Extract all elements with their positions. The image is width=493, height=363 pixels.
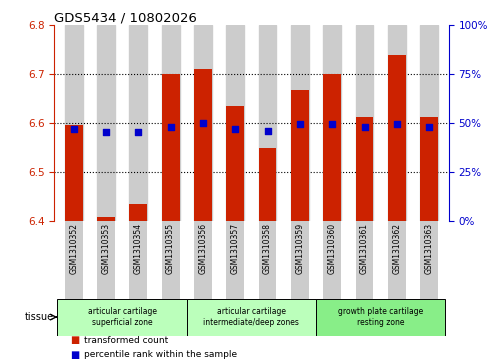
- Bar: [291, 90, 309, 221]
- Text: GSM1310360: GSM1310360: [328, 223, 337, 274]
- Text: ■: ■: [70, 350, 79, 360]
- Bar: [97, 221, 115, 299]
- Text: GSM1310356: GSM1310356: [199, 223, 208, 274]
- Bar: [388, 25, 406, 221]
- Text: GSM1310354: GSM1310354: [134, 223, 143, 274]
- Bar: [355, 25, 374, 221]
- Bar: [316, 299, 445, 335]
- Bar: [259, 148, 277, 221]
- Point: [134, 129, 142, 135]
- Text: tissue: tissue: [25, 312, 54, 322]
- Bar: [226, 221, 244, 299]
- Text: GSM1310361: GSM1310361: [360, 223, 369, 274]
- Bar: [162, 74, 179, 221]
- Bar: [194, 69, 212, 221]
- Text: growth plate cartilage
resting zone: growth plate cartilage resting zone: [338, 307, 423, 327]
- Bar: [129, 221, 147, 299]
- Text: GDS5434 / 10802026: GDS5434 / 10802026: [54, 11, 197, 24]
- Bar: [226, 25, 244, 221]
- Bar: [187, 299, 316, 335]
- Text: GSM1310357: GSM1310357: [231, 223, 240, 274]
- Point: [393, 121, 401, 127]
- Bar: [129, 204, 147, 221]
- Bar: [162, 25, 179, 221]
- Text: GSM1310358: GSM1310358: [263, 223, 272, 274]
- Text: GSM1310355: GSM1310355: [166, 223, 175, 274]
- Bar: [388, 221, 406, 299]
- Bar: [421, 221, 438, 299]
- Bar: [65, 221, 82, 299]
- Point: [199, 120, 207, 126]
- Point: [296, 122, 304, 127]
- Bar: [388, 55, 406, 221]
- Bar: [97, 217, 115, 221]
- Bar: [355, 117, 374, 221]
- Bar: [355, 221, 374, 299]
- Bar: [194, 25, 212, 221]
- Text: GSM1310353: GSM1310353: [102, 223, 110, 274]
- Bar: [129, 25, 147, 221]
- Point: [425, 125, 433, 130]
- Bar: [194, 221, 212, 299]
- Bar: [259, 25, 277, 221]
- Bar: [162, 221, 179, 299]
- Bar: [291, 25, 309, 221]
- Text: articular cartilage
intermediate/deep zones: articular cartilage intermediate/deep zo…: [204, 307, 299, 327]
- Text: GSM1310359: GSM1310359: [295, 223, 304, 274]
- Point: [167, 125, 175, 130]
- Bar: [259, 221, 277, 299]
- Point: [361, 125, 369, 130]
- Text: percentile rank within the sample: percentile rank within the sample: [84, 350, 237, 359]
- Bar: [323, 25, 341, 221]
- Point: [102, 129, 110, 135]
- Point: [70, 126, 77, 132]
- Text: GSM1310352: GSM1310352: [69, 223, 78, 274]
- Bar: [323, 74, 341, 221]
- Bar: [58, 299, 187, 335]
- Bar: [291, 221, 309, 299]
- Bar: [65, 126, 82, 221]
- Point: [328, 121, 336, 127]
- Bar: [65, 25, 82, 221]
- Bar: [421, 25, 438, 221]
- Text: GSM1310363: GSM1310363: [425, 223, 434, 274]
- Bar: [97, 25, 115, 221]
- Point: [264, 129, 272, 134]
- Bar: [421, 117, 438, 221]
- Text: transformed count: transformed count: [84, 336, 168, 345]
- Text: articular cartilage
superficial zone: articular cartilage superficial zone: [88, 307, 157, 327]
- Bar: [226, 106, 244, 221]
- Bar: [323, 221, 341, 299]
- Point: [231, 126, 239, 132]
- Text: GSM1310362: GSM1310362: [392, 223, 401, 274]
- Text: ■: ■: [70, 335, 79, 345]
